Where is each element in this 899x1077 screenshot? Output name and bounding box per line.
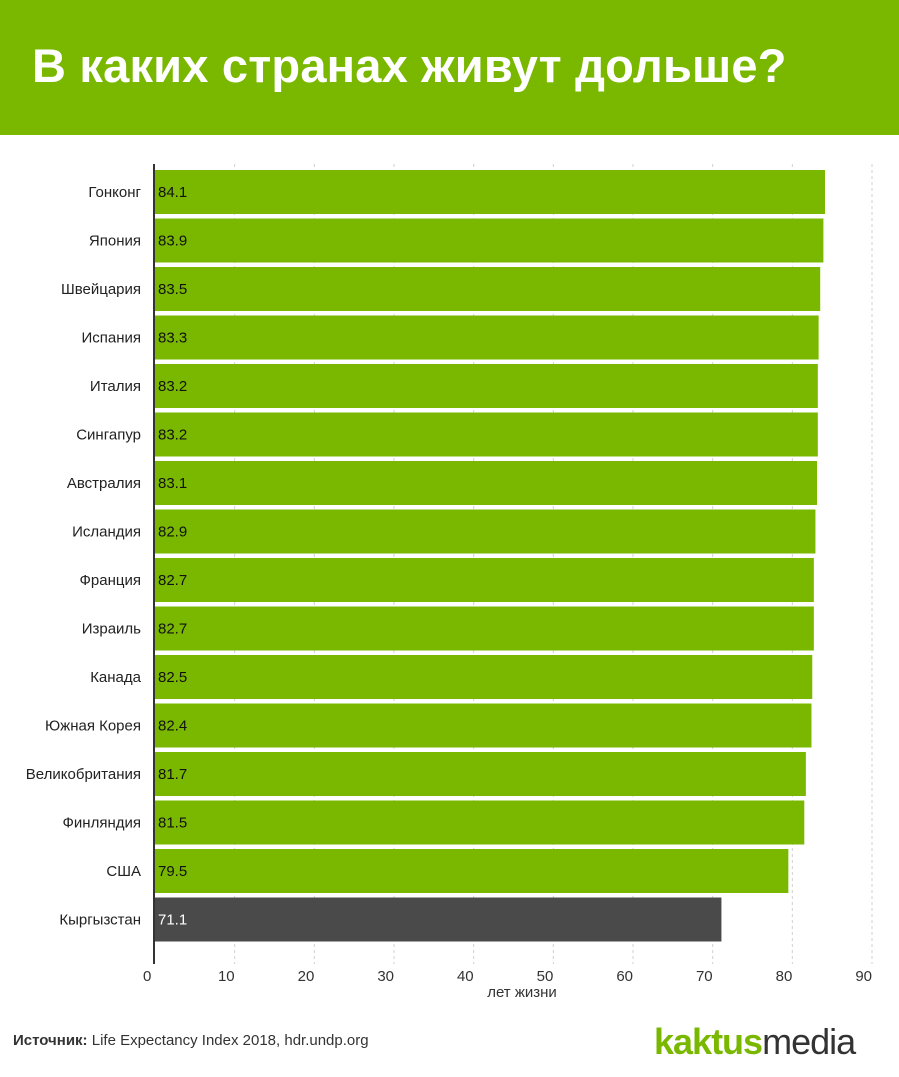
value-label: 79.5 [158, 863, 187, 880]
x-tick-label: 40 [457, 968, 474, 985]
x-tick-label: 90 [855, 968, 872, 985]
category-label: Швейцария [61, 281, 141, 298]
value-label: 83.3 [158, 330, 187, 347]
bar [155, 364, 818, 408]
category-label: Гонконг [88, 184, 141, 201]
x-tick-label: 0 [143, 968, 151, 985]
bar [155, 170, 825, 214]
bar [155, 655, 813, 699]
x-axis-title: лет жизни [487, 984, 557, 1001]
header-banner: В каких странах живут дольше? [0, 0, 899, 135]
bar [155, 218, 824, 263]
bar [155, 606, 814, 651]
value-label: 82.4 [158, 718, 187, 735]
source-note: Источник: Life Expectancy Index 2018, hd… [13, 1032, 369, 1049]
x-tick-label: 80 [776, 968, 793, 985]
value-label: 81.7 [158, 766, 187, 783]
value-label: 82.7 [158, 621, 187, 638]
bars [155, 170, 825, 942]
value-label: 83.1 [158, 475, 187, 492]
category-label: Сингапур [76, 427, 141, 444]
category-label: Япония [89, 233, 141, 250]
life-expectancy-bar-chart: 0 10 20 30 40 50 60 70 80 90 Гонконг 84.1 Япония 83.9… [26, 164, 873, 1001]
x-tick-label: 60 [616, 968, 633, 985]
value-label: 81.5 [158, 815, 187, 832]
bar [155, 267, 821, 311]
source-key: Источник: [13, 1032, 88, 1049]
category-label: Австралия [67, 475, 141, 492]
bar [155, 412, 818, 457]
bar [155, 558, 814, 602]
bar [155, 849, 789, 893]
bar [155, 897, 722, 942]
value-label: 84.1 [158, 184, 187, 201]
value-label: 82.9 [158, 524, 187, 541]
logo-part-media: media [762, 1021, 856, 1062]
category-label: Испания [81, 330, 141, 347]
category-label: США [106, 863, 141, 880]
value-label: 82.5 [158, 669, 187, 686]
category-label: Южная Корея [45, 718, 141, 735]
bar [155, 752, 806, 796]
category-label: Канада [90, 669, 141, 686]
category-label: Франция [80, 572, 141, 589]
x-tick-label: 70 [696, 968, 713, 985]
labels: 0 10 20 30 40 50 60 70 80 90 Гонконг 84.1 Япония 83.9… [26, 184, 872, 985]
category-label: Исландия [72, 524, 141, 541]
value-label: 82.7 [158, 572, 187, 589]
value-label: 83.5 [158, 281, 187, 298]
category-label: Финляндия [63, 815, 141, 832]
x-tick-label: 50 [537, 968, 554, 985]
kaktus-media-logo: kaktusmedia [654, 1021, 856, 1062]
category-label: Великобритания [26, 766, 141, 783]
bar [155, 509, 816, 554]
source-text: Life Expectancy Index 2018, hdr.undp.org [87, 1032, 369, 1049]
value-label: 83.2 [158, 378, 187, 395]
value-label: 83.2 [158, 427, 187, 444]
bar [155, 800, 805, 845]
category-label: Италия [90, 378, 141, 395]
x-tick-label: 30 [377, 968, 394, 985]
bar [155, 315, 819, 360]
value-label: 71.1 [158, 912, 187, 929]
bar [155, 461, 818, 505]
bar [155, 703, 812, 748]
category-label: Кыргызстан [59, 912, 141, 929]
x-tick-label: 20 [298, 968, 315, 985]
category-label: Израиль [82, 621, 141, 638]
x-tick-label: 10 [218, 968, 235, 985]
page-title: В каких странах живут дольше? [32, 39, 787, 92]
logo-part-kaktus: kaktus [654, 1021, 763, 1062]
value-label: 83.9 [158, 233, 187, 250]
